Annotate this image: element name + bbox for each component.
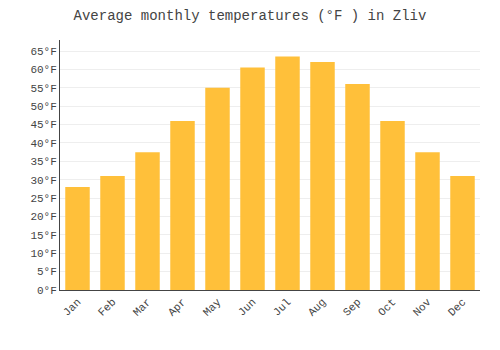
svg-text:Jan: Jan [61,296,83,318]
svg-text:Sep: Sep [341,296,363,318]
svg-text:10°F: 10°F [30,248,56,260]
svg-text:Apr: Apr [166,296,188,318]
svg-text:15°F: 15°F [30,230,56,242]
svg-text:20°F: 20°F [30,211,56,223]
svg-text:65°F: 65°F [30,46,56,58]
svg-text:25°F: 25°F [30,193,56,205]
svg-text:Nov: Nov [411,296,434,319]
svg-text:30°F: 30°F [30,175,56,187]
svg-text:Dec: Dec [446,296,468,318]
svg-text:Average monthly temperatures (: Average monthly temperatures (°F ) in Zl… [74,8,427,24]
svg-text:40°F: 40°F [30,138,56,150]
svg-text:Jul: Jul [271,296,293,318]
svg-text:45°F: 45°F [30,119,56,131]
svg-text:Jun: Jun [236,296,258,318]
svg-text:Mar: Mar [131,296,153,318]
svg-text:50°F: 50°F [30,101,56,113]
svg-text:May: May [201,296,224,319]
svg-text:35°F: 35°F [30,156,56,168]
svg-text:60°F: 60°F [30,64,56,76]
svg-text:5°F: 5°F [37,266,57,278]
svg-text:Feb: Feb [96,296,118,318]
svg-text:55°F: 55°F [30,83,56,95]
svg-text:0°F: 0°F [37,285,57,297]
svg-text:Aug: Aug [306,296,328,318]
svg-text:Oct: Oct [376,296,398,318]
